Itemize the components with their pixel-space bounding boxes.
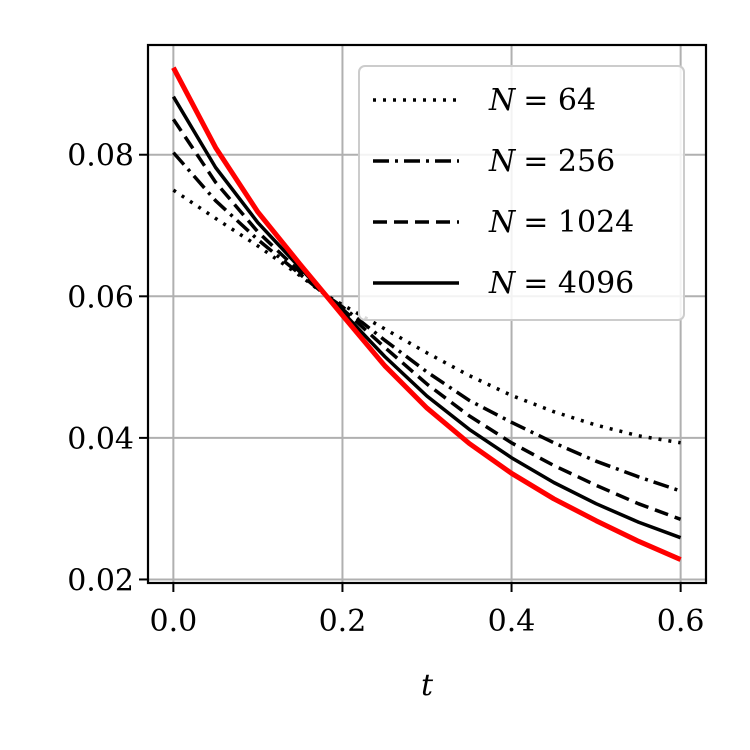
legend-box [358,65,685,321]
x-tick-label: 0.0 [150,604,198,639]
legend: N = 64 N = 256 N = 1024 N = 4096 [358,65,685,321]
y-tick-label: 0.02 [67,563,134,598]
series-line-4 [171,95,682,540]
legend-label: N = 256 [488,144,615,179]
legend-label: N = 4096 [488,266,634,301]
x-tick-label: 0.2 [319,604,367,639]
legend-label: N = 64 [488,83,596,118]
series-line-2 [172,151,682,493]
y-axis-ticks: 0.02 0.04 0.06 0.08 [67,139,148,598]
y-tick-label: 0.08 [67,139,134,174]
series-line-3 [171,118,682,521]
x-tick-label: 0.6 [657,604,705,639]
x-axis-ticks: 0.0 0.2 0.4 0.6 [150,583,705,639]
series-line-5 [171,66,682,562]
y-tick-label: 0.04 [67,422,134,457]
plot-frame [146,43,708,585]
x-axis-label: t [421,668,434,703]
series-layer [171,66,682,562]
x-tick-label: 0.4 [488,604,536,639]
legend-label: N = 1024 [488,205,634,240]
y-tick-label: 0.06 [67,280,134,315]
